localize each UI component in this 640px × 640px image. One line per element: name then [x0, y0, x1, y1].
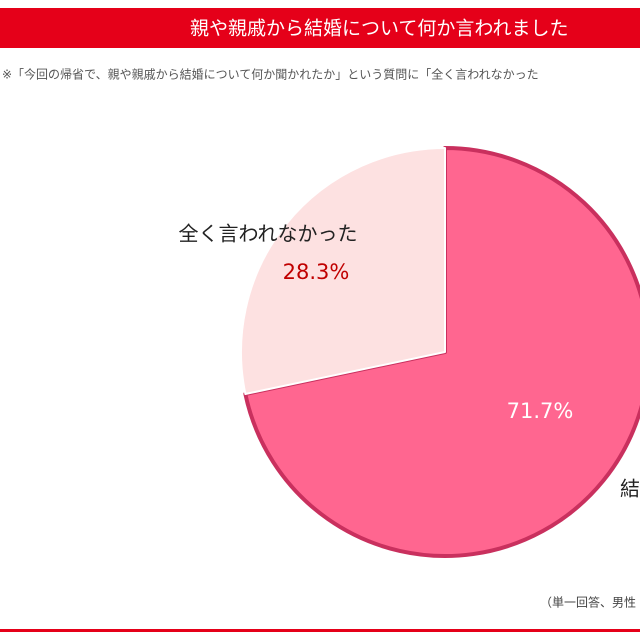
note: ※「今回の帰省で、親や親戚から結婚について何か聞かれたか」という質問に「全く言わ… [2, 67, 539, 82]
value-label: 71.7% [507, 399, 574, 423]
slice-label: 結 [620, 477, 640, 501]
value-label: 28.3% [283, 260, 350, 284]
pie-slice [240, 147, 446, 395]
slice-label: 全く言われなかった [179, 222, 358, 246]
footnote: （単一回答、男性 [540, 595, 636, 610]
chart-title: 親や親戚から結婚について何か言われました [190, 18, 568, 40]
pie-slice [243, 146, 640, 558]
bottom-rule [0, 629, 640, 632]
title-bar [0, 8, 640, 48]
